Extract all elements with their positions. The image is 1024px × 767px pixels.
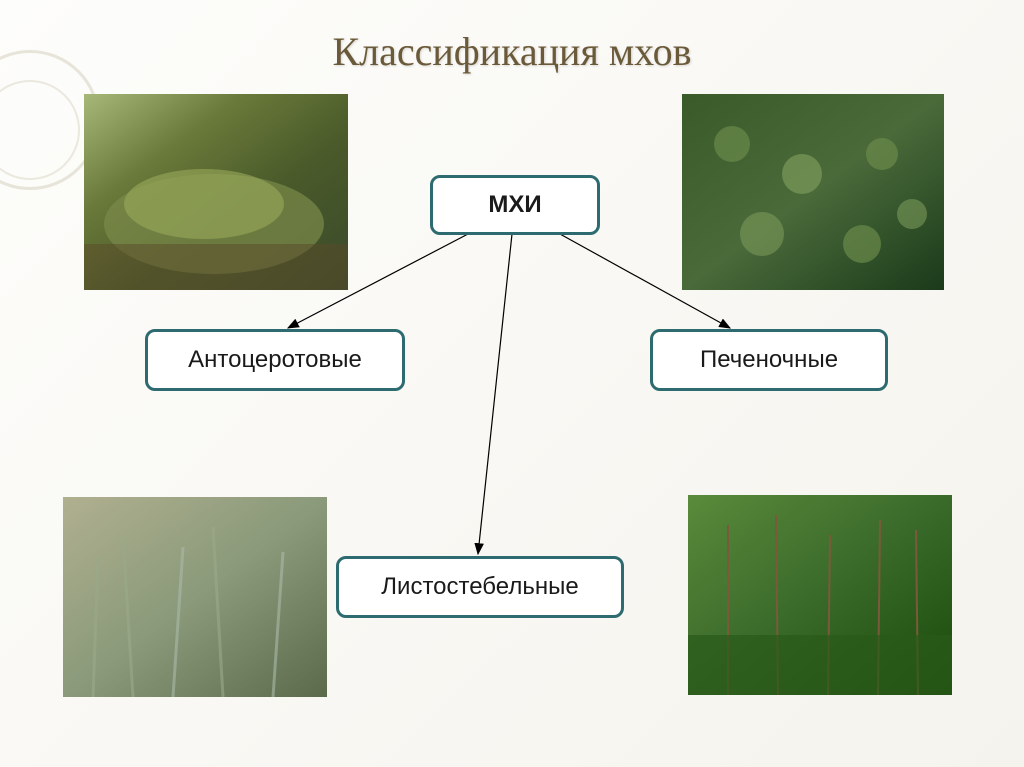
node-leafy-label: Листостебельные (381, 573, 578, 601)
node-liverworts-label: Печеночные (700, 346, 838, 374)
node-leafy: Листостебельные (336, 556, 624, 618)
node-root: МХИ (430, 175, 600, 235)
page-title: Классификация мхов (0, 28, 1024, 75)
image-top-right (682, 94, 944, 290)
node-liverworts: Печеночные (650, 329, 888, 391)
image-bottom-left (63, 497, 327, 697)
polytrichum-image (688, 495, 952, 695)
moss-on-log-image (84, 94, 348, 290)
liverwort-image (682, 94, 944, 290)
edge-root-bottom (478, 234, 512, 554)
node-root-label: МХИ (488, 191, 541, 219)
image-top-left (84, 94, 348, 290)
sphagnum-image (63, 497, 327, 697)
image-bottom-right (688, 495, 952, 695)
node-anthoceros: Антоцеротовые (145, 329, 405, 391)
node-anthoceros-label: Антоцеротовые (188, 346, 362, 374)
